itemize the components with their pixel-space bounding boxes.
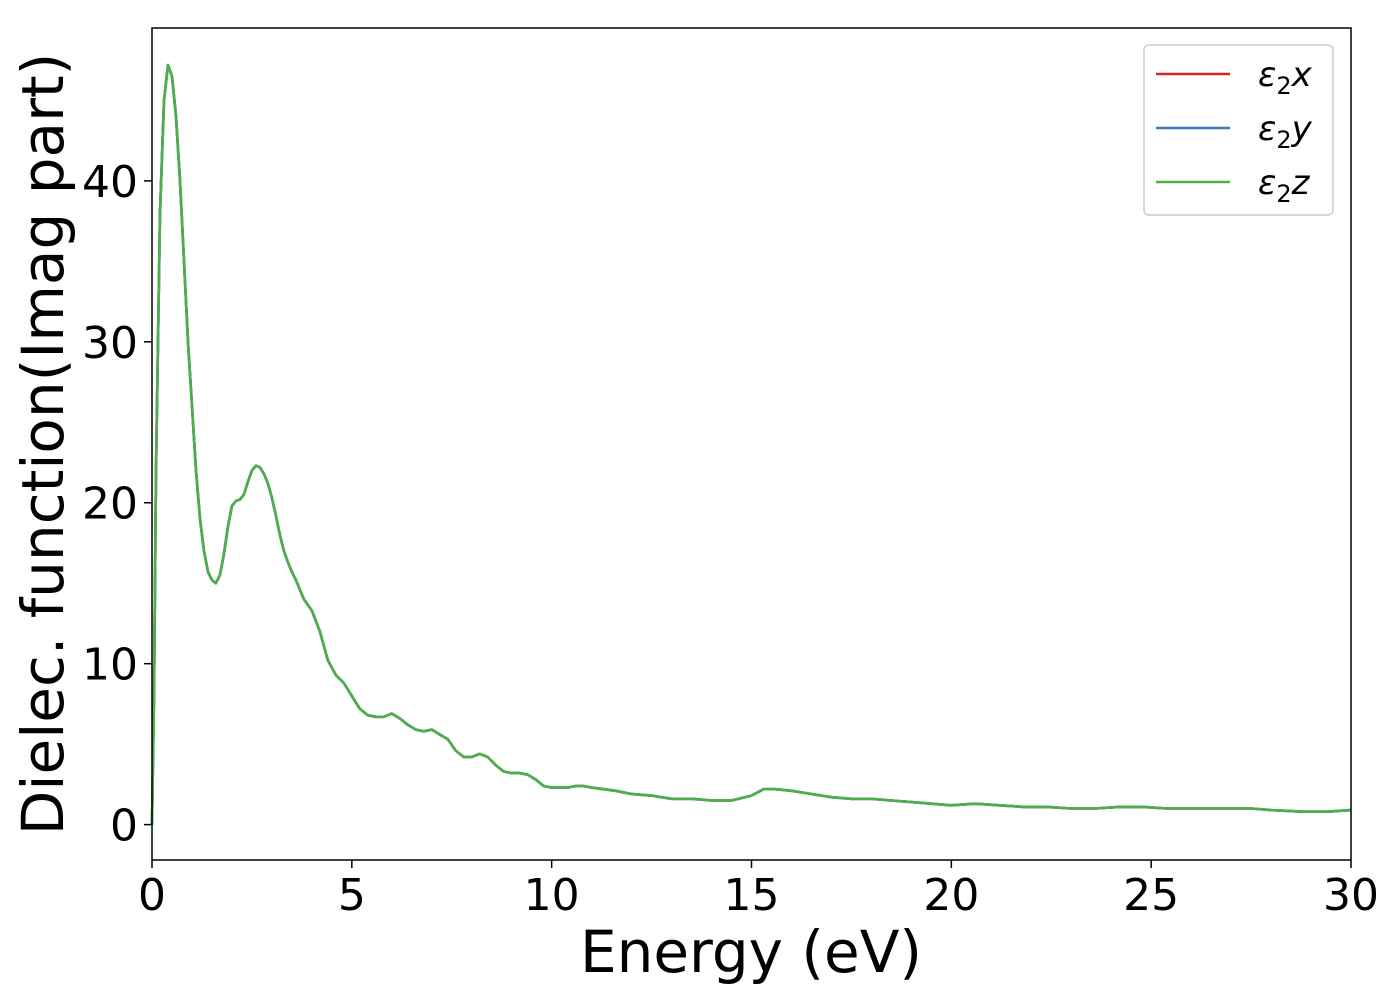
legend-label-2: ε2z: [1258, 163, 1311, 208]
x-tick-label-5: 25: [1123, 870, 1179, 921]
y-axis-title: Dielec. function(Imag part): [9, 53, 77, 836]
x-tick-label-3: 15: [724, 870, 780, 921]
legend-label-1: ε2y: [1258, 109, 1313, 154]
x-tick-label-0: 0: [138, 870, 166, 921]
legend-frame: [1143, 44, 1334, 216]
x-tick-label-2: 10: [524, 870, 580, 921]
y-tick-label-3: 30: [82, 318, 138, 369]
x-tick-label-6: 30: [1323, 870, 1379, 921]
series-line-2: [150, 63, 1352, 825]
y-tick-label-1: 10: [82, 640, 138, 691]
y-tick-label-4: 40: [82, 157, 138, 208]
series-layer: [150, 63, 1352, 825]
y-axis-ticks: 0 10 20 30 40: [82, 157, 152, 852]
x-tick-label-1: 5: [338, 870, 366, 921]
x-axis-ticks: 0 5 10 15 20 25 30: [138, 860, 1379, 921]
y-tick-label-2: 20: [82, 479, 138, 530]
x-axis-title: Energy (eV): [580, 918, 922, 986]
legend-label-0: ε2x: [1258, 55, 1313, 100]
legend: ε2x ε2y ε2z: [1143, 44, 1334, 216]
y-tick-label-0: 0: [110, 801, 138, 852]
x-tick-label-4: 20: [923, 870, 979, 921]
